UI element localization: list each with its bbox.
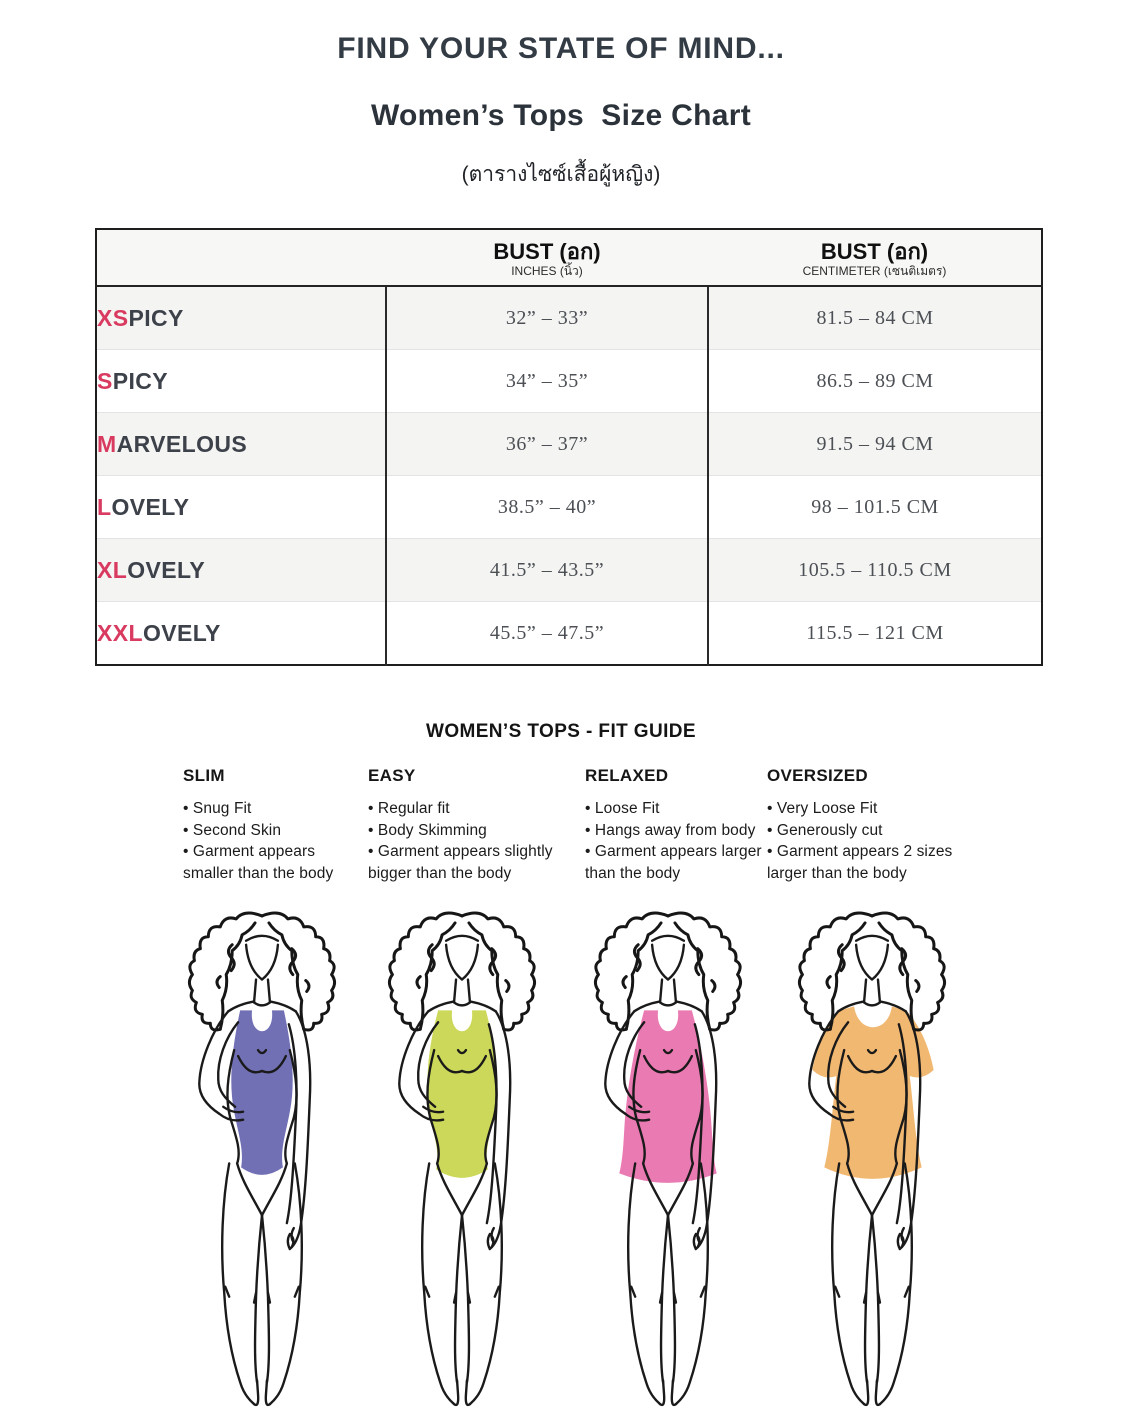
inches-cell: 45.5” – 47.5” (385, 601, 708, 665)
fit-column-easy: EASY • Regular fit • Body Skimming • Garmen… (368, 766, 585, 884)
figure-relaxed (568, 903, 768, 1410)
size-rest: OVELY (127, 556, 206, 583)
header-main: BUST (อก) (493, 238, 601, 264)
body-linework (604, 934, 718, 1407)
fit-bullet: • Hangs away from body (585, 821, 756, 839)
size-table: BUST (อก) INCHES (นิ้ว) BUST (อก) CENTIM… (95, 228, 1043, 666)
top-garment-shape (231, 1010, 293, 1175)
inches-cell: 38.5” – 40” (385, 475, 708, 539)
fit-bullet: • Second Skin (183, 821, 282, 839)
centimeter-cell: 98 – 101.5 CM (707, 475, 1042, 539)
header-cell-centimeter: BUST (อก) CENTIMETER (เซนติเมตร) (708, 229, 1042, 287)
size-name-cell: XLOVELY (96, 538, 386, 602)
fit-bullet: • Garment appears slightly bigger than t… (368, 843, 553, 882)
hair-linework (593, 911, 743, 1032)
header-cell-size (96, 229, 386, 287)
size-name-cell: XXLOVELY (96, 601, 386, 665)
fit-column-heading: EASY (368, 766, 416, 785)
fit-bullet: • Garment appears 2 sizes larger than th… (767, 843, 953, 882)
size-name-cell: MARVELOUS (96, 412, 386, 476)
table-row: XLOVELY 41.5” – 43.5” 105.5 – 110.5 CM (96, 538, 1042, 602)
inches-cell: 34” – 35” (385, 349, 708, 413)
fit-bullet: • Snug Fit (183, 800, 252, 817)
table-row: SPICY 34” – 35” 86.5 – 89 CM (96, 349, 1042, 413)
size-rest: OVELY (142, 619, 221, 646)
size-rest: PICY (128, 304, 184, 331)
fit-bullet: • Loose Fit (585, 800, 660, 817)
hair-linework (187, 911, 337, 1032)
fit-column-oversized: OVERSIZED • Very Loose Fit • Generously cu… (767, 766, 967, 884)
hair-linework (797, 911, 947, 1032)
figure-oversized (772, 903, 972, 1410)
fit-bullet: • Regular fit (368, 800, 450, 817)
size-prefix: M (97, 430, 117, 457)
fit-column-heading: RELAXED (585, 766, 669, 785)
figure-slim (162, 903, 362, 1410)
size-name-cell: LOVELY (96, 475, 386, 539)
fit-column-slim: SLIM • Snug Fit • Second Skin • Garment app… (183, 766, 368, 884)
fit-guide-columns: SLIM • Snug Fit • Second Skin • Garment app… (183, 766, 967, 884)
fit-column-relaxed: RELAXED • Loose Fit • Hangs away from body… (585, 766, 767, 884)
inches-cell: 32” – 33” (385, 285, 708, 350)
fit-guide-title: WOMEN’S TOPS - FIT GUIDE (426, 721, 696, 742)
fit-bullet: • Garment appears larger than the body (585, 843, 762, 882)
size-prefix: XL (97, 556, 128, 583)
header-main: BUST (อก) (820, 238, 929, 264)
size-name-cell: SPICY (96, 349, 386, 413)
header-sub: INCHES (นิ้ว) (511, 263, 583, 278)
size-prefix: XS (97, 304, 129, 331)
centimeter-cell: 115.5 – 121 CM (707, 601, 1042, 665)
fit-bullet: • Generously cut (767, 821, 883, 839)
fit-column-heading: SLIM (183, 766, 225, 785)
top-garment-shape (427, 1010, 497, 1178)
table-row: LOVELY 38.5” – 40” 98 – 101.5 CM (96, 475, 1042, 539)
body-linework (808, 934, 922, 1407)
centimeter-cell: 105.5 – 110.5 CM (707, 538, 1042, 602)
figure-easy (362, 903, 562, 1410)
header-cell-inches: BUST (อก) INCHES (นิ้ว) (386, 229, 708, 287)
page-subtitle-thai: (ตารางไซซ์เสื้อผู้หญิง) (461, 163, 661, 186)
size-table-header: BUST (อก) INCHES (นิ้ว) BUST (อก) CENTIM… (96, 229, 1042, 287)
size-rest: ARVELOUS (116, 430, 248, 457)
page-subtitle: Women’s Tops Size Chart (370, 99, 752, 132)
size-name-cell: XSPICY (96, 285, 386, 350)
size-rest: OVELY (111, 493, 190, 520)
table-row: XSPICY 32” – 33” 81.5 – 84 CM (96, 285, 1042, 350)
fit-bullet: • Garment appears smaller than the body (183, 843, 334, 882)
fit-column-heading: OVERSIZED (767, 766, 868, 785)
fit-bullet: • Very Loose Fit (767, 800, 878, 817)
centimeter-cell: 81.5 – 84 CM (707, 285, 1042, 350)
body-linework (398, 934, 512, 1407)
header-row: BUST (อก) INCHES (นิ้ว) BUST (อก) CENTIM… (96, 229, 1042, 287)
centimeter-cell: 91.5 – 94 CM (707, 412, 1042, 476)
table-row: XXLOVELY 45.5” – 47.5” 115.5 – 121 CM (96, 601, 1042, 665)
size-prefix: XXL (97, 619, 143, 646)
size-prefix: L (97, 493, 112, 520)
fit-guide-figures (0, 903, 1122, 1413)
size-table-body: XSPICY 32” – 33” 81.5 – 84 CM SPICY 34” – 35… (96, 285, 1042, 665)
table-row: MARVELOUS 36” – 37” 91.5 – 94 CM (96, 412, 1042, 476)
body-linework (198, 934, 312, 1407)
inches-cell: 36” – 37” (385, 412, 708, 476)
header-sub: CENTIMETER (เซนติเมตร) (802, 263, 947, 278)
inches-cell: 41.5” – 43.5” (385, 538, 708, 602)
fit-bullet: • Body Skimming (368, 821, 487, 839)
size-prefix: S (97, 367, 113, 394)
hair-linework (387, 911, 537, 1032)
page-title: FIND YOUR STATE OF MIND... (337, 32, 785, 65)
centimeter-cell: 86.5 – 89 CM (707, 349, 1042, 413)
size-rest: PICY (112, 367, 169, 394)
